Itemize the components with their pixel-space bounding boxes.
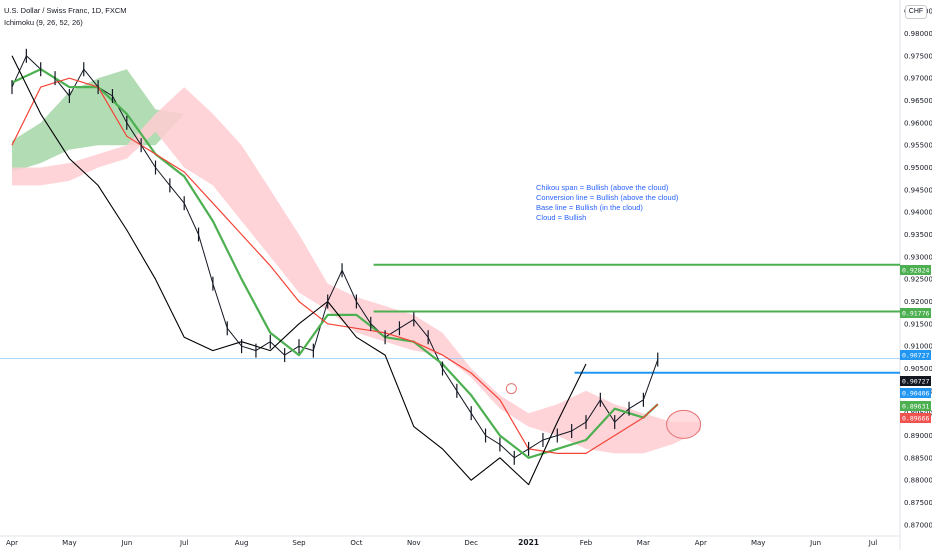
y-tick-label: 0.92000 [904,298,932,306]
price-label-box [900,388,931,398]
price-label-box [900,413,931,423]
ichimoku-cloud [12,87,701,454]
y-tick-label: 0.98000 [904,30,932,38]
y-tick-label: 0.97500 [904,52,932,60]
price-label-box [900,376,931,386]
y-tick-label: 0.96500 [904,97,932,105]
x-tick-label: Aug [235,539,249,547]
y-tick-label: 0.95000 [904,164,932,172]
x-tick-label: Jun [809,539,821,547]
x-tick-label: Jul [868,539,878,547]
y-tick-label: 0.88000 [904,477,932,485]
price-label-text: 0.92824 [902,267,929,275]
indicator-label: Ichimoku (9, 26, 52, 26) [4,18,83,27]
chikou-line [11,55,587,486]
x-tick-label: Jun [120,539,132,547]
price-label-box [900,401,931,411]
highlight-circle [505,383,517,395]
y-tick-label: 0.93000 [904,253,932,261]
x-tick-label: Jul [179,539,189,547]
x-tick-label: May [751,539,765,547]
x-tick-label: Apr [695,539,707,547]
y-tick-label: 0.94500 [904,186,932,194]
price-label-text: 0.91776 [902,310,929,318]
annotation-conversion: Conversion line = Bullish (above the clo… [536,193,679,202]
highlight-ellipse [666,409,702,439]
x-tick-label: Sep [292,539,306,547]
y-tick-label: 0.97000 [904,75,932,83]
y-tick-label: 0.88500 [904,454,932,462]
currency-button[interactable]: CHF [905,5,927,19]
price-label-text: 0.89631 [902,403,929,411]
y-tick-label: 0.96000 [904,119,932,127]
x-tick-label: Mar [637,539,650,547]
chart-title: U.S. Dollar / Swiss Franc, 1D, FXCM [4,6,127,15]
y-tick-label: 0.93500 [904,231,932,239]
y-tick-label: 0.95500 [904,142,932,150]
x-tick-label: Dec [464,539,478,547]
x-tick-label: 2021 [518,538,539,547]
y-tick-label: 0.87500 [904,499,932,507]
price-label-text: 0.90727 [902,352,929,360]
base-line [11,77,659,454]
price-label-box [900,265,931,275]
y-tick-label: 0.94000 [904,209,932,217]
x-tick-label: Feb [580,539,593,547]
x-tick-label: Oct [350,539,362,547]
price-label-text: 0.90406 [902,390,929,398]
price-label-box [900,350,931,360]
annotation-base: Base line = Bullish (in the cloud) [536,203,643,212]
y-tick-label: 0.92500 [904,276,932,284]
x-tick-label: Nov [407,539,421,547]
price-label-text: 0.89666 [902,415,929,423]
y-tick-label: 0.90500 [904,365,932,373]
x-tick-label: Apr [6,539,18,547]
price-label-text: 0.90727 [902,378,929,386]
annotation-chikou: Chikou span = Bullish (above the cloud) [536,183,669,192]
annotation-cloud: Cloud = Bullish [536,213,587,222]
y-tick-label: 0.89000 [904,432,932,440]
x-tick-label: May [62,539,76,547]
y-tick-label: 0.91000 [904,343,932,351]
price-label-box [900,308,931,318]
ichimoku-cloud [12,69,185,172]
y-tick-label: 0.87000 [904,521,932,529]
y-tick-label: 0.91500 [904,320,932,328]
conversion-line [11,68,659,459]
